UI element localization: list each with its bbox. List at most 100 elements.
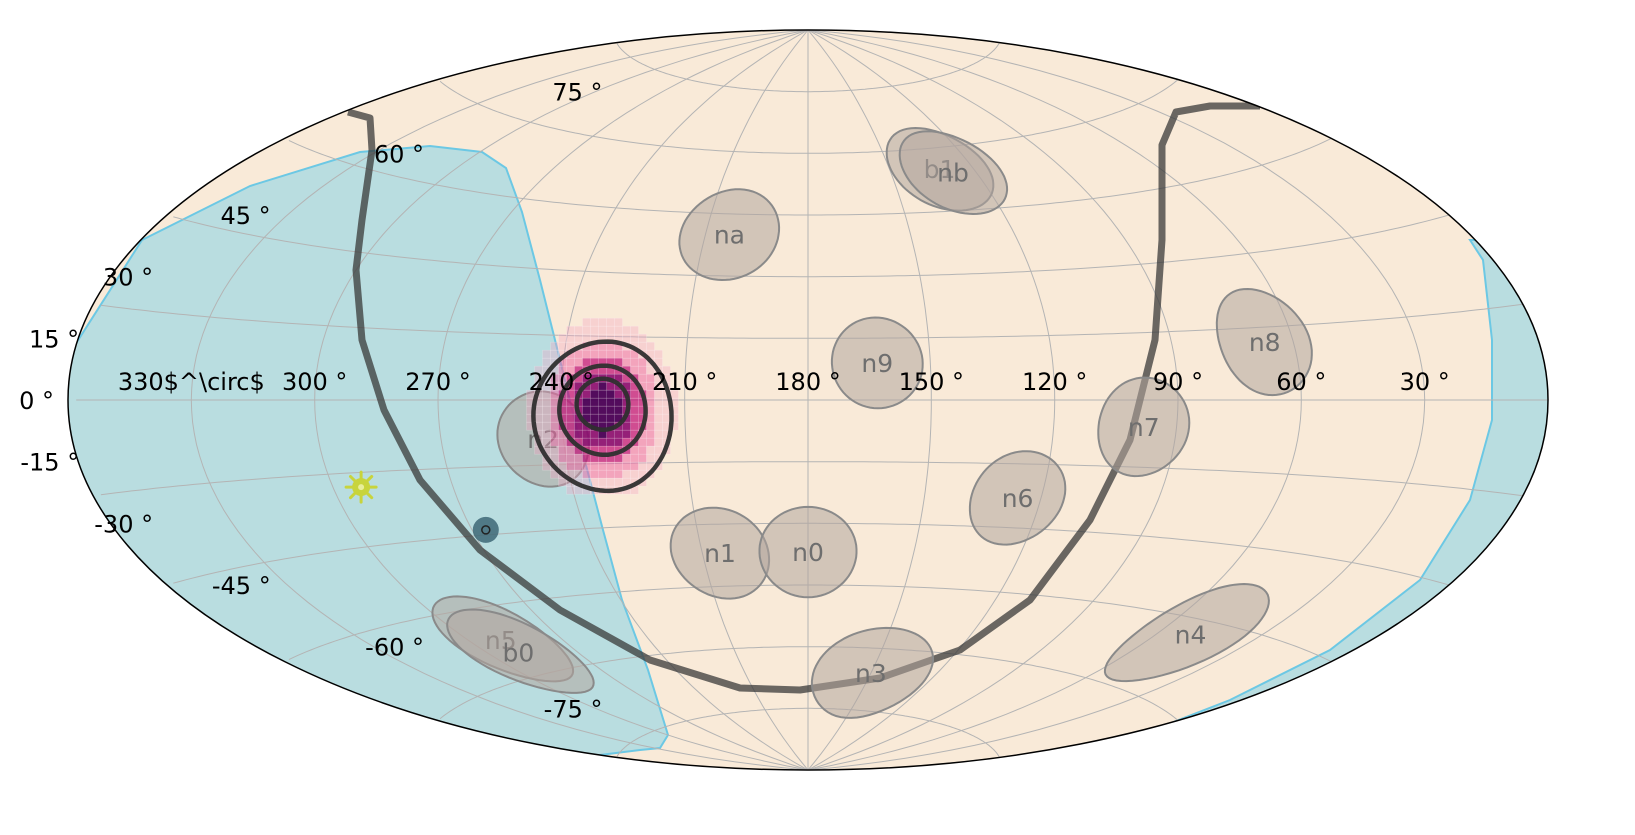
sun-ray [365,491,374,500]
probability-pixel [558,477,567,487]
probability-pixel [558,341,567,351]
probability-pixel [630,461,639,471]
ra-tick-label: 240 ° [529,368,594,396]
galactic-center-marker [472,516,499,543]
probability-pixel [630,357,639,367]
probability-pixel [614,477,623,487]
detector-label-n3: n3 [855,659,887,688]
probability-pixel [542,413,551,423]
probability-pixel [646,397,655,407]
probability-pixel [606,397,615,407]
probability-pixel [582,349,591,359]
probability-pixel [566,453,575,463]
probability-pixel [638,357,647,367]
probability-pixel [550,429,559,439]
probability-pixel [654,405,663,415]
detector-label-n1: n1 [704,539,736,568]
detector-n6 [968,450,1067,546]
probability-pixel [566,405,575,415]
probability-pixel [550,445,559,455]
probability-pixel [622,429,631,439]
probability-pixel [622,469,631,479]
detector-na [678,188,781,282]
probability-pixel [654,381,663,391]
probability-pixel [598,437,607,447]
sky-boundary [67,29,1549,771]
probability-pixel [606,349,615,359]
ra-tick-label: 180 ° [775,368,840,396]
probability-pixel [598,413,607,423]
probability-pixel [598,397,607,407]
probability-pixel [590,429,599,439]
probability-pixel [574,469,583,479]
probability-pixel [598,477,607,487]
grid-meridian [684,30,809,770]
sun-center [358,484,365,491]
probability-pixel [614,389,623,399]
probability-pixel [614,469,623,479]
dec-tick-label: 75 ° [552,79,602,107]
detector-label-na: na [714,221,745,250]
detector-n1 [669,506,771,600]
detector-n3 [810,626,934,719]
probability-pixel [646,453,655,463]
probability-pixel [614,317,623,327]
probability-pixel [606,325,615,335]
probability-pixel [630,333,639,343]
probability-pixel [558,333,567,343]
probability-pixel [630,365,639,375]
probability-pixel [566,413,575,423]
dec-tick-label: 0 ° [19,387,54,415]
probability-pixel [582,357,591,367]
probability-pixel [638,365,647,375]
localization-contours [531,339,674,494]
detector-label-n6: n6 [1002,484,1034,513]
grid-meridian [807,30,1302,770]
probability-pixel [558,453,567,463]
detector-label-b0: b0 [503,639,535,668]
probability-pixel [646,341,655,351]
probability-pixel [566,461,575,471]
probability-pixel [614,437,623,447]
probability-pixel [574,429,583,439]
probability-pixel [598,317,607,327]
probability-pixel [646,421,655,431]
detector-label-n4: n4 [1175,620,1207,649]
ra-tick-label: 210 ° [652,368,717,396]
probability-pixel [614,357,623,367]
grid-meridian [437,30,809,770]
probability-pixel [638,373,647,383]
galactic-center-ring [481,525,491,535]
probability-pixel [542,437,551,447]
probability-pixel [582,317,591,327]
ra-tick-label: 120 ° [1022,368,1087,396]
probability-pixel [630,405,639,415]
probability-pixel [550,413,559,423]
probability-pixel [590,437,599,447]
probability-pixel [566,397,575,407]
probability-pixel [550,349,559,359]
probability-pixel [574,333,583,343]
contour-2 [557,363,648,458]
probability-pixel [550,397,559,407]
probability-pixel [598,325,607,335]
probability-pixel [654,397,663,407]
detector-n7 [1097,376,1191,478]
probability-pixel [582,397,591,407]
grid-meridian [807,30,1426,770]
probability-pixel [582,429,591,439]
probability-pixel [566,421,575,431]
ra-tick-label: 90 ° [1153,368,1203,396]
grid-meridian [190,30,809,770]
probability-pixel [654,445,663,455]
probability-pixel [638,445,647,455]
galactic-center-dot [472,516,499,543]
contour-1 [574,376,631,432]
ra-tick-label: 270 ° [405,368,470,396]
probability-pixel [558,445,567,455]
probability-pixel [614,349,623,359]
probability-pixel [534,365,543,375]
probability-pixel [550,421,559,431]
probability-pixel [590,317,599,327]
probability-pixel [606,413,615,423]
